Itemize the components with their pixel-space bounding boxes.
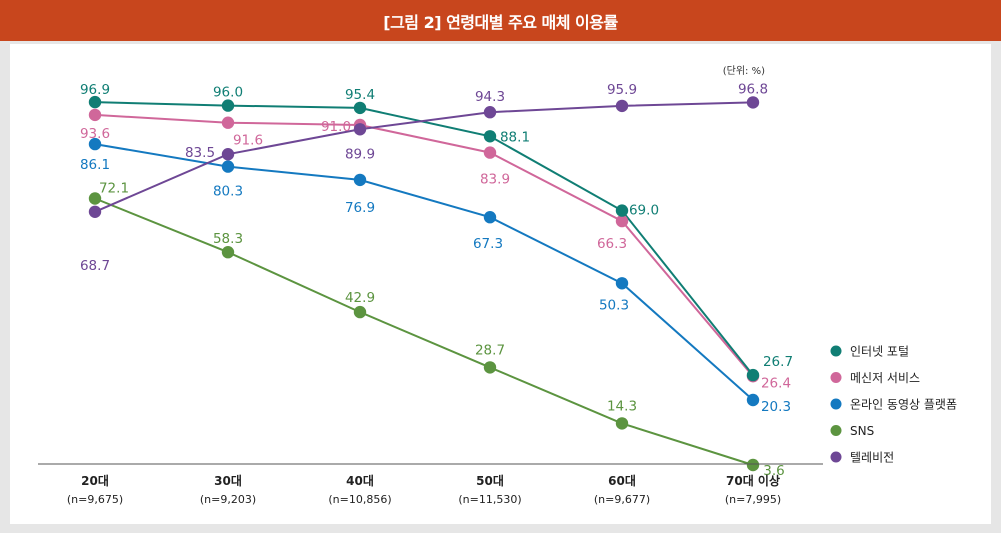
data-label: 14.3: [607, 398, 637, 414]
series-line-3: [94, 197, 754, 466]
legend-marker: [830, 345, 842, 357]
legend-label: 텔레비전: [850, 451, 894, 465]
data-point: [483, 130, 497, 143]
data-label: 95.9: [607, 82, 637, 98]
data-label: 94.3: [475, 89, 505, 105]
data-label: 91.6: [233, 133, 263, 149]
data-point: [615, 204, 629, 217]
data-label: 86.1: [80, 157, 110, 173]
data-label: 80.3: [213, 184, 243, 200]
data-point: [88, 192, 102, 205]
data-point: [483, 361, 497, 374]
x-tick-sample-label: (n=9,203): [200, 493, 256, 506]
legend-marker: [830, 451, 842, 463]
data-point: [88, 95, 102, 109]
series-line-4: [94, 101, 754, 213]
data-label: 96.9: [80, 82, 110, 98]
chart-title: [그림 2] 연령대별 주요 매체 이용률: [383, 12, 618, 32]
data-label: 95.4: [345, 87, 375, 103]
legend-label: 온라인 동영상 플랫폼: [850, 398, 957, 412]
legend-label: SNS: [850, 424, 874, 438]
data-point: [615, 277, 629, 290]
data-point: [615, 214, 629, 228]
data-label: 28.7: [475, 342, 505, 358]
data-label: 96.8: [738, 81, 768, 97]
data-point: [353, 123, 367, 136]
data-label: 69.0: [629, 203, 659, 219]
data-label: 67.3: [473, 236, 503, 252]
data-point: [221, 246, 235, 259]
data-label: 88.1: [500, 129, 530, 145]
data-label: 83.5: [185, 145, 215, 161]
data-point: [221, 116, 235, 129]
x-tick-label: 20대: [81, 474, 109, 488]
data-point: [353, 101, 367, 115]
unit-note: (단위: %): [723, 64, 765, 77]
data-point: [221, 99, 235, 112]
chart-title-bar: [그림 2] 연령대별 주요 매체 이용률: [0, 0, 1001, 41]
data-label: 3.6: [763, 463, 784, 479]
series-line-2: [94, 143, 754, 401]
chart-panel: 96.9 96.0 95.4 88.1 69.0 26.7 93.6 91.6 91.0 83.9…: [10, 44, 991, 524]
data-point: [221, 148, 235, 161]
data-label: 50.3: [599, 297, 629, 313]
x-tick-label: 40대: [346, 474, 374, 488]
data-label: 89.9: [345, 146, 375, 162]
x-tick-sample-label: (n=10,856): [328, 493, 391, 506]
legend-label: 메신저 서비스: [850, 371, 920, 385]
data-point: [746, 458, 760, 472]
data-label: 93.6: [80, 126, 110, 142]
data-label: 26.7: [763, 354, 793, 370]
data-point: [483, 106, 497, 119]
x-tick-sample-label: (n=9,677): [594, 493, 650, 506]
data-label: 58.3: [213, 231, 243, 247]
data-point: [483, 211, 497, 224]
data-label: 20.3: [761, 399, 791, 415]
data-point: [221, 160, 235, 173]
data-label: 83.9: [480, 172, 510, 188]
data-label: 76.9: [345, 200, 375, 216]
data-point: [746, 96, 760, 109]
data-label: 66.3: [597, 236, 627, 252]
data-label: 96.0: [213, 85, 243, 101]
data-point: [483, 146, 497, 159]
data-point: [746, 368, 760, 382]
data-label: 68.7: [80, 258, 110, 274]
data-label: 26.4: [761, 375, 791, 391]
data-point: [88, 108, 102, 122]
data-point: [88, 137, 102, 151]
data-point: [746, 393, 760, 407]
legend-marker: [830, 372, 842, 383]
legend-marker: [830, 425, 842, 436]
data-label: 72.1: [99, 181, 129, 197]
x-tick-label: 70대 이상: [726, 473, 780, 488]
x-tick-label: 60대: [608, 474, 636, 488]
data-point: [615, 99, 629, 113]
x-tick-sample-label: (n=11,530): [458, 493, 521, 506]
legend-label: 인터넷 포털: [850, 345, 909, 359]
series-line-0: [94, 101, 754, 376]
x-tick-label: 50대: [476, 474, 504, 488]
series-line-1: [94, 113, 754, 377]
data-label: 42.9: [345, 290, 375, 306]
line-chart: 96.9 96.0 95.4 88.1 69.0 26.7 93.6 91.6 91.0 83.9…: [38, 64, 957, 506]
x-tick-sample-label: (n=9,675): [67, 493, 123, 506]
x-tick-sample-label: (n=7,995): [725, 493, 781, 506]
data-point: [615, 417, 629, 430]
x-tick-label: 30대: [214, 474, 242, 488]
data-label: 91.0: [321, 119, 351, 135]
legend-marker: [830, 398, 842, 410]
data-point: [88, 205, 102, 218]
data-point: [353, 305, 367, 319]
data-point: [353, 173, 367, 187]
